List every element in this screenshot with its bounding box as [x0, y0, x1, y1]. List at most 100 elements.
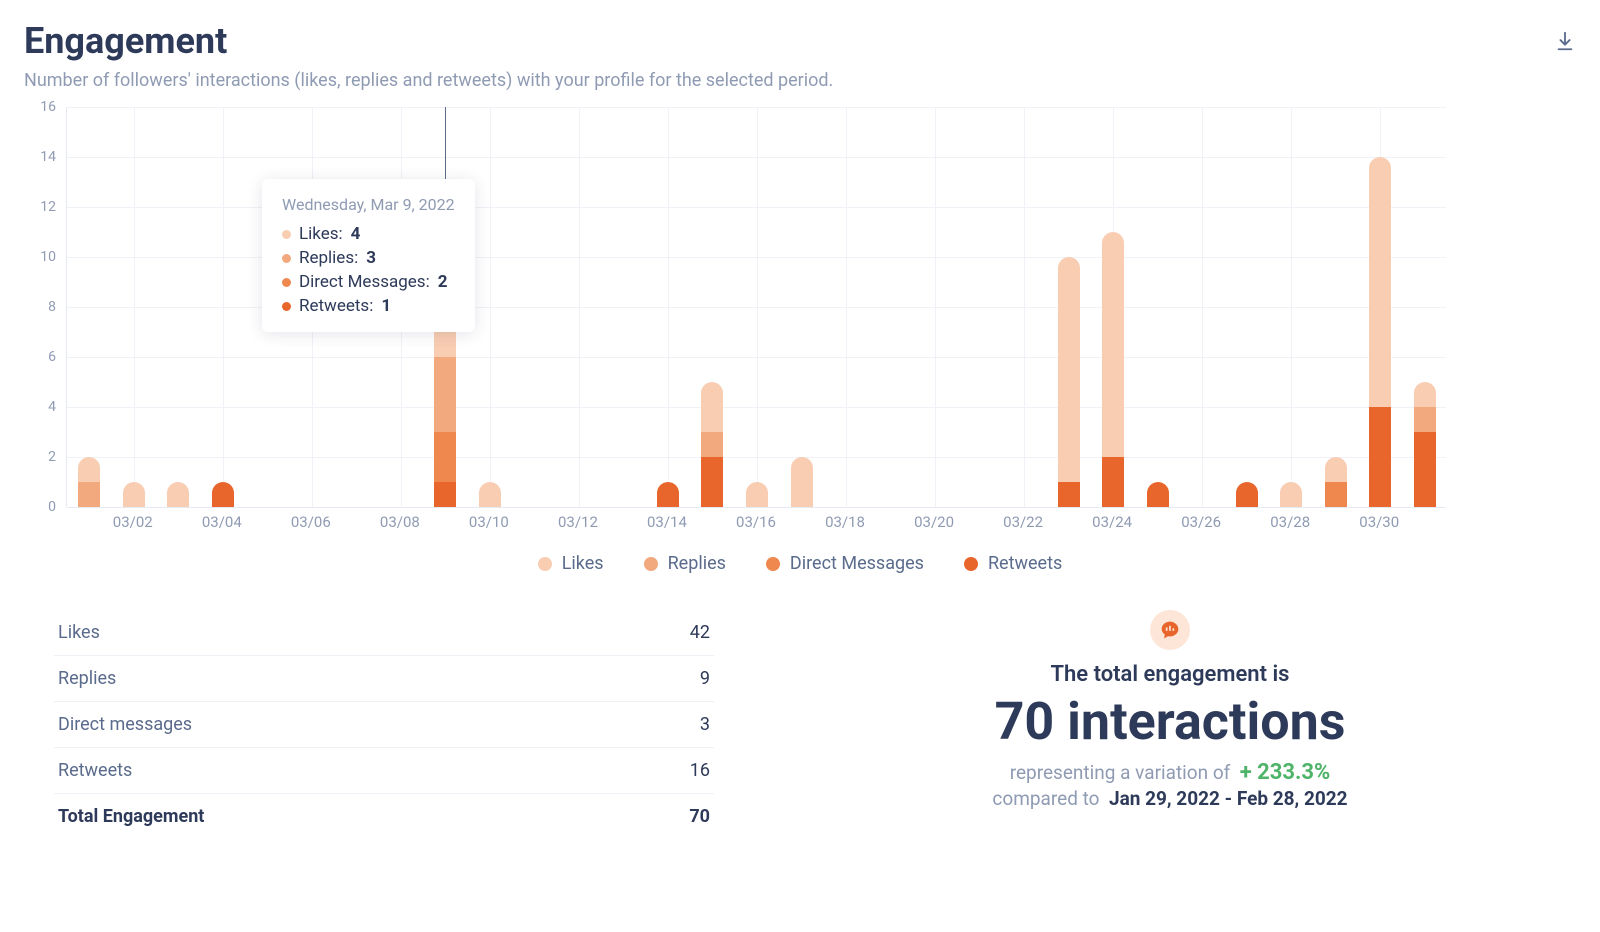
y-tick-label: 14: [40, 149, 56, 165]
bar-segment-likes: [1280, 482, 1302, 507]
x-tick-label: 03/16: [736, 513, 776, 531]
bar-segment-retweets: [1058, 482, 1080, 507]
tooltip-label: Likes:: [299, 224, 343, 244]
y-tick-label: 0: [48, 499, 56, 515]
bar-segment-likes: [1102, 232, 1124, 457]
tooltip-dot: [282, 230, 291, 239]
bar-segment-likes: [123, 482, 145, 507]
bar-segment-likes: [701, 382, 723, 432]
y-axis: 0246810121416: [32, 107, 62, 507]
bar[interactable]: [1325, 457, 1347, 507]
tooltip-dot: [282, 302, 291, 311]
gridline: [223, 107, 224, 507]
table-row: Likes42: [54, 610, 714, 656]
engagement-table: Likes42Replies9Direct messages3Retweets1…: [54, 610, 714, 839]
bar[interactable]: [1369, 157, 1391, 507]
gridline: [490, 107, 491, 507]
tooltip-dot: [282, 278, 291, 287]
table-row-label: Likes: [58, 622, 100, 643]
y-tick-label: 12: [40, 199, 56, 215]
table-row-label: Replies: [58, 668, 116, 689]
bar-segment-retweets: [1147, 482, 1169, 507]
bar[interactable]: [78, 457, 100, 507]
x-tick-label: 03/08: [380, 513, 420, 531]
bar-segment-dms: [1325, 482, 1347, 507]
gridline: [757, 107, 758, 507]
x-tick-label: 03/04: [202, 513, 242, 531]
bar-segment-retweets: [1414, 432, 1436, 507]
table-row: Replies9: [54, 656, 714, 702]
bar-segment-replies: [701, 432, 723, 457]
legend-dot: [766, 557, 780, 571]
legend-item-dms[interactable]: Direct Messages: [766, 553, 924, 574]
bar-segment-replies: [1414, 407, 1436, 432]
download-icon[interactable]: [1554, 30, 1576, 56]
x-tick-label: 03/20: [914, 513, 954, 531]
bar[interactable]: [167, 482, 189, 507]
chat-bubble-icon: [1150, 610, 1190, 650]
x-tick-label: 03/26: [1181, 513, 1221, 531]
bar[interactable]: [1236, 482, 1258, 507]
bar[interactable]: [123, 482, 145, 507]
x-axis: 03/0203/0403/0603/0803/1003/1203/1403/16…: [66, 507, 1446, 535]
bar[interactable]: [212, 482, 234, 507]
x-tick-label: 03/06: [291, 513, 331, 531]
tooltip-value: 2: [438, 272, 448, 292]
y-tick-label: 8: [48, 299, 56, 315]
gridline: [1291, 107, 1292, 507]
page-subtitle: Number of followers' interactions (likes…: [24, 70, 833, 91]
tooltip-label: Retweets:: [299, 296, 373, 316]
bar[interactable]: [1414, 382, 1436, 507]
tooltip-row: Direct Messages: 2: [282, 272, 455, 292]
legend-item-retweets[interactable]: Retweets: [964, 553, 1062, 574]
summary-intro: The total engagement is: [794, 662, 1546, 687]
summary-variation-prefix: representing a variation of: [1010, 761, 1231, 784]
legend-item-likes[interactable]: Likes: [538, 553, 604, 574]
tooltip-dot: [282, 254, 291, 263]
legend-label: Direct Messages: [790, 553, 924, 574]
bar[interactable]: [1102, 232, 1124, 507]
bar-segment-retweets: [1102, 457, 1124, 507]
x-tick-label: 03/28: [1270, 513, 1310, 531]
legend-dot: [644, 557, 658, 571]
bar-segment-retweets: [701, 457, 723, 507]
bar[interactable]: [1058, 257, 1080, 507]
gridline: [846, 107, 847, 507]
table-total-label: Total Engagement: [58, 806, 204, 827]
page-title: Engagement: [24, 20, 833, 62]
chart-tooltip: Wednesday, Mar 9, 2022 Likes: 4Replies: …: [262, 179, 475, 332]
legend-dot: [964, 557, 978, 571]
summary-compare-prefix: compared to: [992, 787, 1099, 810]
bar[interactable]: [1147, 482, 1169, 507]
y-tick-label: 4: [48, 399, 56, 415]
bar[interactable]: [746, 482, 768, 507]
gridline: [579, 107, 580, 507]
bar-segment-replies: [434, 357, 456, 432]
bar-segment-likes: [1369, 157, 1391, 407]
legend-label: Likes: [562, 553, 604, 574]
gridline: [134, 107, 135, 507]
table-row-label: Retweets: [58, 760, 132, 781]
table-row: Retweets 16: [54, 748, 714, 794]
bar-segment-retweets: [1236, 482, 1258, 507]
bar[interactable]: [791, 457, 813, 507]
tooltip-value: 1: [381, 296, 391, 316]
engagement-chart: 0246810121416 03/0203/0403/0603/0803/100…: [32, 107, 1576, 535]
x-tick-label: 03/18: [825, 513, 865, 531]
y-tick-label: 6: [48, 349, 56, 365]
x-tick-label: 03/30: [1359, 513, 1399, 531]
bar[interactable]: [657, 482, 679, 507]
table-row-value: 16: [690, 760, 710, 781]
bar[interactable]: [701, 382, 723, 507]
tooltip-value: 3: [366, 248, 376, 268]
legend-item-replies[interactable]: Replies: [644, 553, 726, 574]
bar-segment-likes: [78, 457, 100, 482]
bar-segment-replies: [78, 482, 100, 507]
bar[interactable]: [479, 482, 501, 507]
bar-segment-retweets: [212, 482, 234, 507]
table-total-value: 70: [689, 806, 710, 827]
x-tick-label: 03/02: [113, 513, 153, 531]
summary-compare-range: Jan 29, 2022 - Feb 28, 2022: [1109, 787, 1348, 810]
bar[interactable]: [1280, 482, 1302, 507]
x-tick-label: 03/14: [647, 513, 687, 531]
